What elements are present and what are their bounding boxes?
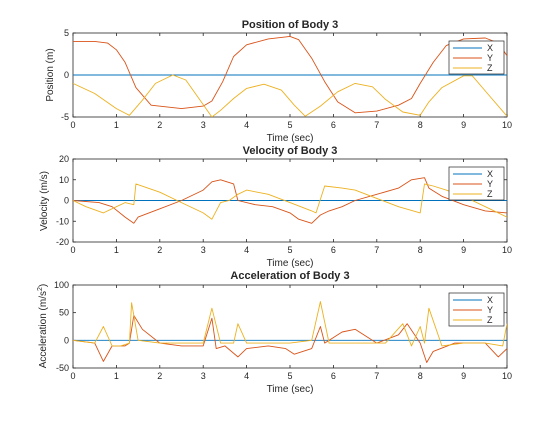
x-tick-label: 9 [461,245,466,255]
x-tick-label: 10 [502,245,512,255]
chart-title: Velocity of Body 3 [243,145,338,157]
y-axis-label: Velocity (m/s) [39,171,50,231]
x-tick-label: 3 [201,371,206,381]
x-tick-label: 5 [287,120,292,130]
legend-label-z: Z [487,315,493,325]
y-tick-label: -50 [56,363,69,373]
y-tick-label: 0 [64,196,69,206]
legend-label-z: Z [487,189,493,199]
y-axis-label: Position (m) [45,48,56,101]
x-tick-label: 10 [502,371,512,381]
chart-title: Acceleration of Body 3 [230,270,349,282]
y-tick-label: 5 [64,28,69,38]
x-tick-label: 8 [418,120,423,130]
x-tick-label: 6 [331,371,336,381]
legend-label-x: X [487,169,493,179]
y-tick-label: -20 [56,237,69,247]
x-tick-label: 0 [70,245,75,255]
y-tick-label: -5 [61,112,69,122]
x-tick-label: 6 [331,120,336,130]
x-tick-label: 4 [244,371,249,381]
series-line-y [73,314,507,363]
legend: XYZ [448,292,505,327]
legend-label-z: Z [487,63,493,73]
position-panel: Position of Body 3 Time (sec) Position (… [45,19,512,144]
series-line-y [73,35,507,114]
legend-label-x: X [487,295,493,305]
x-tick-label: 5 [287,245,292,255]
x-tick-label: 4 [244,245,249,255]
x-tick-label: 0 [70,120,75,130]
series-line-y [73,177,507,224]
x-axis-label: Time (sec) [267,384,314,395]
x-tick-label: 7 [374,120,379,130]
legend-label-y: Y [487,53,493,63]
series-line-z [73,74,507,117]
x-tick-label: 2 [157,371,162,381]
legend: XYZ [448,166,505,201]
legend-label-y: Y [487,179,493,189]
x-tick-label: 3 [201,245,206,255]
legend-label-x: X [487,43,493,53]
y-tick-label: 0 [64,335,69,345]
x-tick-label: 4 [244,120,249,130]
y-tick-label: 100 [54,280,69,290]
y-tick-label: -10 [56,216,69,226]
y-tick-label: 50 [59,308,69,318]
x-tick-label: 2 [157,245,162,255]
x-tick-label: 9 [461,371,466,381]
x-tick-label: 8 [418,245,423,255]
x-axis-label: Time (sec) [267,258,314,269]
legend-label-y: Y [487,305,493,315]
series-line-z [73,183,507,220]
x-tick-label: 3 [201,120,206,130]
x-tick-label: 10 [502,120,512,130]
x-tick-label: 5 [287,371,292,381]
y-axis-label: Acceleration (m/s2) [37,284,49,369]
series-line-z [73,301,507,347]
x-tick-label: 7 [374,371,379,381]
x-tick-label: 2 [157,120,162,130]
legend: XYZ [448,40,505,75]
x-tick-label: 1 [114,371,119,381]
acceleration-panel: Acceleration of Body 3 Time (sec) Accele… [37,270,512,395]
y-tick-label: 10 [59,175,69,185]
x-tick-label: 8 [418,371,423,381]
x-tick-label: 7 [374,245,379,255]
x-tick-label: 1 [114,245,119,255]
x-axis-label: Time (sec) [267,133,314,144]
x-tick-label: 0 [70,371,75,381]
x-tick-label: 6 [331,245,336,255]
x-tick-label: 1 [114,120,119,130]
y-tick-label: 20 [59,154,69,164]
chart-title: Position of Body 3 [242,19,339,31]
axes-box [72,284,508,369]
y-tick-label: 0 [64,70,69,80]
x-tick-label: 9 [461,120,466,130]
velocity-panel: Velocity of Body 3 Time (sec) Velocity (… [39,145,512,269]
